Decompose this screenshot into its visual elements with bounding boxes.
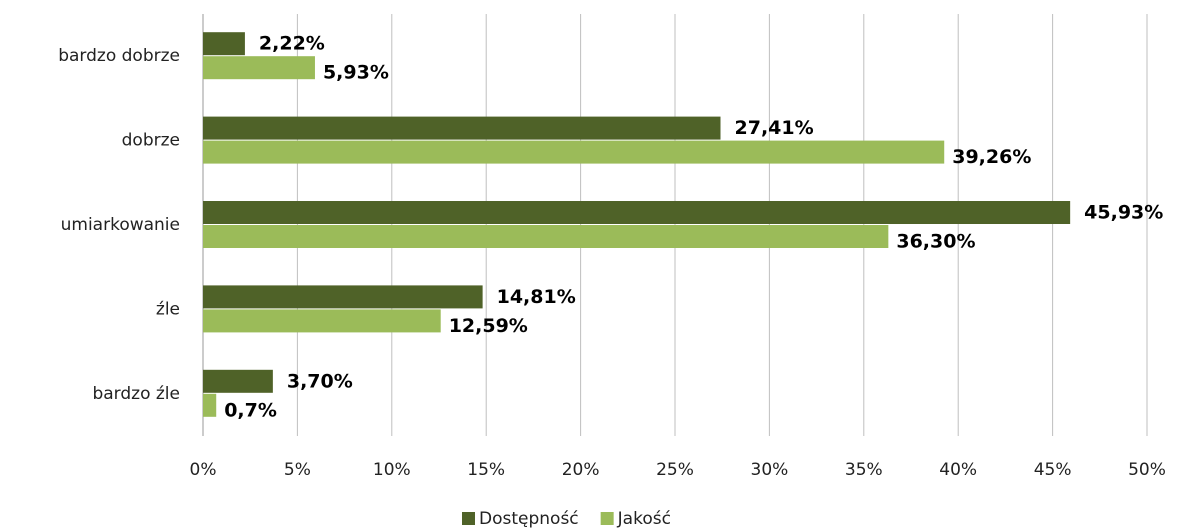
x-tick-label: 35% xyxy=(845,460,883,480)
y-tick-label: umiarkowanie xyxy=(61,215,180,235)
bar xyxy=(203,393,217,417)
legend-label: Dostępność xyxy=(479,509,579,529)
value-label: 3,70% xyxy=(287,370,353,392)
bar xyxy=(203,116,721,140)
value-label: 39,26% xyxy=(952,146,1031,168)
value-label: 27,41% xyxy=(735,117,814,139)
bar xyxy=(203,309,441,333)
value-label: 12,59% xyxy=(449,315,528,337)
x-tick-label: 45% xyxy=(1034,460,1072,480)
value-label: 0,7% xyxy=(224,399,277,421)
x-tick-label: 5% xyxy=(284,460,311,480)
value-label: 45,93% xyxy=(1084,202,1163,224)
y-tick-label: dobrze xyxy=(122,131,180,151)
y-tick-label: źle xyxy=(156,299,180,319)
bar xyxy=(203,56,315,80)
y-tick-label: bardzo źle xyxy=(92,384,180,404)
bar xyxy=(203,369,273,393)
value-label: 2,22% xyxy=(259,33,325,55)
bar xyxy=(203,140,945,164)
legend-label: Jakość xyxy=(617,509,671,529)
value-label: 14,81% xyxy=(497,286,576,308)
legend-swatch xyxy=(600,512,614,525)
x-tick-label: 20% xyxy=(562,460,600,480)
x-tick-label: 0% xyxy=(190,460,217,480)
x-tick-label: 50% xyxy=(1128,460,1166,480)
x-tick-label: 10% xyxy=(373,460,411,480)
value-label: 5,93% xyxy=(323,62,389,84)
bar xyxy=(203,285,483,309)
value-label: 36,30% xyxy=(896,231,975,253)
y-tick-label: bardzo dobrze xyxy=(58,46,180,66)
bar xyxy=(203,201,1071,224)
bar xyxy=(203,225,889,248)
bar xyxy=(203,32,245,56)
legend-swatch xyxy=(462,512,475,525)
x-tick-label: 15% xyxy=(467,460,505,480)
x-tick-label: 40% xyxy=(939,460,977,480)
x-tick-label: 25% xyxy=(656,460,694,480)
x-tick-label: 30% xyxy=(751,460,789,480)
